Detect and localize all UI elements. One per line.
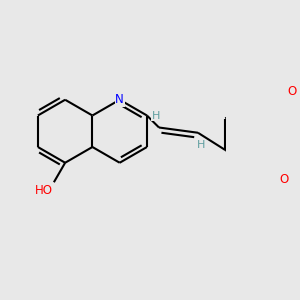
Text: HO: HO bbox=[35, 184, 53, 197]
Text: O: O bbox=[287, 85, 296, 98]
Text: H: H bbox=[197, 140, 205, 150]
Text: H: H bbox=[152, 110, 160, 121]
Text: N: N bbox=[115, 93, 124, 106]
Text: O: O bbox=[279, 173, 288, 187]
